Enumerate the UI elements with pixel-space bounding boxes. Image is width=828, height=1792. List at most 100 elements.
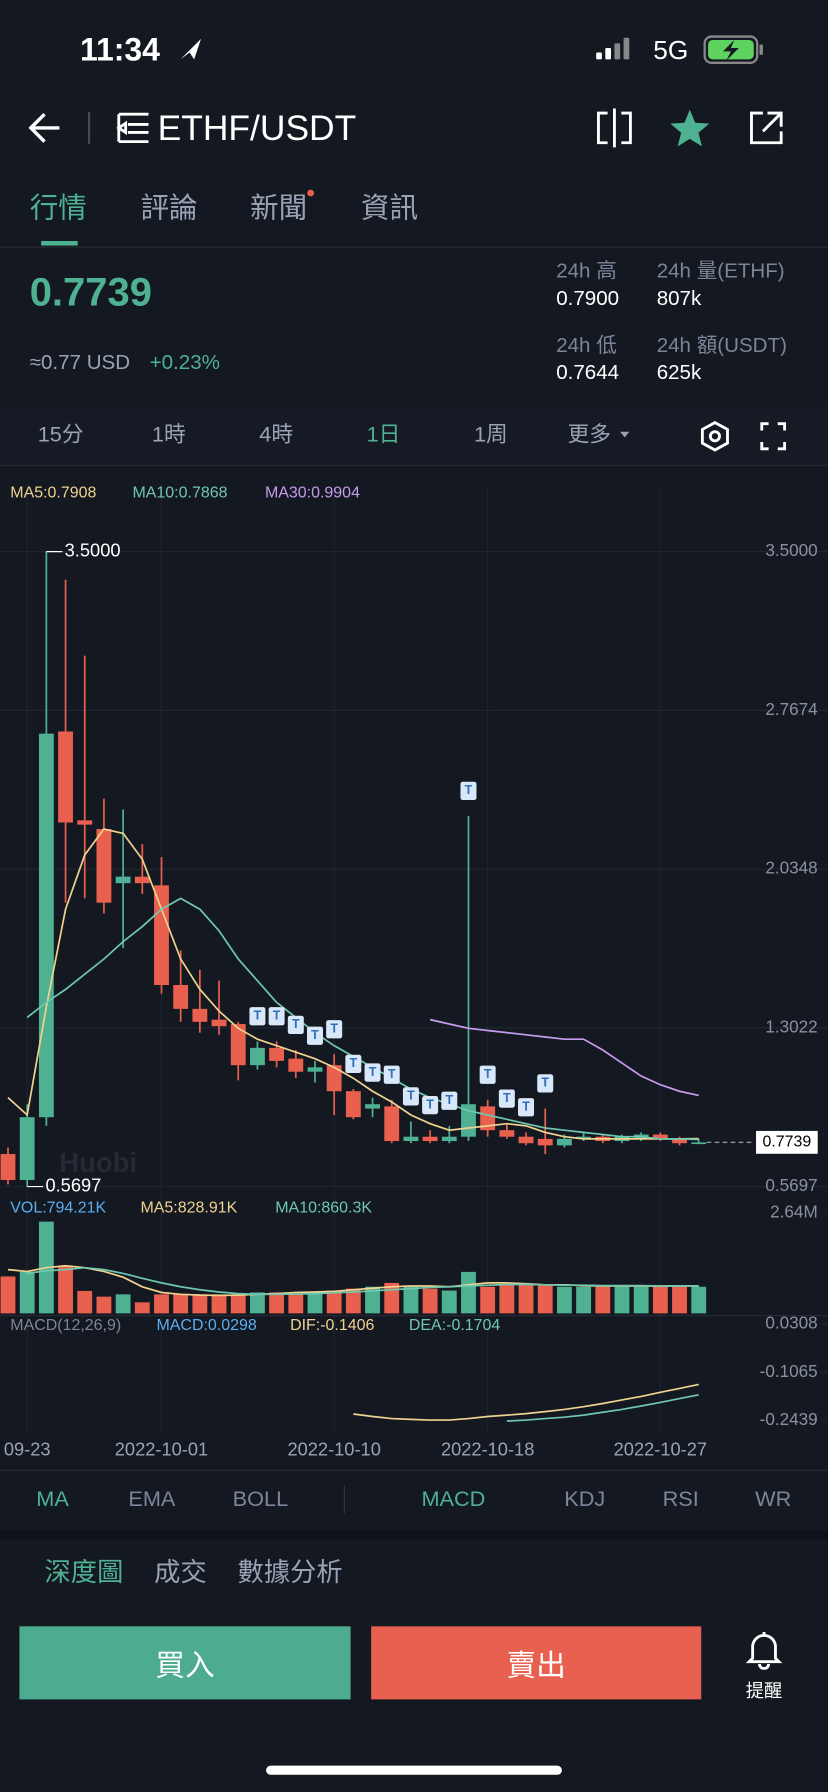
trade-marker-label: T — [522, 1100, 530, 1114]
candle-body — [269, 1047, 285, 1061]
volume-bar — [211, 1294, 227, 1314]
volume-bar — [537, 1284, 553, 1314]
indicator-tab[interactable]: KDJ — [564, 1487, 606, 1512]
timeframe[interactable]: 4時 — [259, 423, 294, 448]
macd-line — [506, 1393, 699, 1422]
timeframe[interactable]: 1時 — [151, 423, 186, 448]
trade-marker-label: T — [350, 1056, 358, 1070]
candle-body — [403, 1136, 419, 1142]
volume-bar — [77, 1290, 93, 1314]
indicator-tab[interactable]: BOLL — [232, 1487, 289, 1512]
y-tick-label: 2.64M — [770, 1201, 818, 1221]
bottom-tab[interactable]: 深度圖 — [44, 1557, 124, 1587]
divider — [0, 1469, 828, 1471]
pair-title: ETHF/USDT — [157, 107, 357, 148]
indicator-tab[interactable]: MACD — [421, 1487, 486, 1512]
favorite-star[interactable] — [670, 109, 710, 147]
volume-bar — [633, 1286, 649, 1314]
last-price: 0.7739 — [29, 270, 152, 315]
settings-button[interactable] — [700, 420, 729, 452]
tab[interactable]: 評論 — [140, 192, 198, 225]
trade-marker-label: T — [388, 1067, 396, 1081]
trade-marker — [306, 1026, 323, 1045]
trade-marker-label: T — [330, 1022, 338, 1036]
timeframe[interactable]: 1周 — [473, 423, 508, 448]
indicator-tab[interactable]: WR — [755, 1487, 792, 1512]
last-price-label: 0.7739 — [762, 1134, 811, 1151]
legend-entry: MA5:828.91K — [140, 1200, 237, 1217]
tab[interactable]: 新聞 — [250, 192, 308, 225]
sell-button[interactable]: 賣出 — [371, 1626, 702, 1700]
candle-body — [384, 1106, 400, 1142]
volume-bar — [192, 1294, 208, 1314]
tab[interactable]: 資訊 — [360, 192, 419, 225]
timeframe[interactable]: 15分 — [37, 423, 84, 448]
indicator-tab[interactable]: MA — [36, 1487, 69, 1512]
candle-body — [691, 1142, 707, 1145]
status-network: 5G — [653, 34, 689, 65]
bottom-tab[interactable]: 成交 — [154, 1557, 207, 1587]
volume-bar — [422, 1288, 438, 1314]
trade-marker — [268, 1007, 285, 1026]
alert-icon[interactable] — [745, 1629, 784, 1670]
y-tick-label: 2.0348 — [765, 858, 817, 878]
trade-marker-label: T — [465, 783, 473, 797]
volume-bar — [173, 1294, 189, 1314]
trade-marker-label: T — [484, 1067, 492, 1081]
trade-marker — [326, 1020, 343, 1039]
trade-marker — [287, 1015, 304, 1035]
buy-button[interactable]: 買入 — [19, 1626, 351, 1700]
fullscreen-button[interactable] — [760, 422, 787, 451]
volume-bar — [249, 1292, 265, 1314]
volume-bar — [0, 1276, 16, 1314]
volume-bar — [441, 1290, 457, 1314]
x-tick-label: 09-23 — [4, 1438, 51, 1459]
volume-bar — [672, 1286, 687, 1314]
volume-bar — [230, 1294, 246, 1314]
legend-entry: DIF:-0.1406 — [290, 1317, 374, 1334]
trade-marker-label: T — [407, 1089, 415, 1103]
price-change: +0.23% — [149, 350, 220, 374]
share-button[interactable] — [750, 111, 783, 145]
candle-body — [0, 1154, 16, 1181]
compare-button[interactable] — [597, 108, 632, 148]
candle-body — [249, 1047, 265, 1066]
alert-label[interactable]: 提醒 — [745, 1682, 783, 1702]
tab[interactable]: 行情 — [29, 192, 87, 225]
news-dot — [307, 189, 315, 197]
y-tick-label: 0.0308 — [765, 1313, 817, 1333]
candle-body — [576, 1136, 592, 1139]
trade-marker — [479, 1065, 496, 1084]
candle-body — [345, 1091, 361, 1118]
bottom-tab[interactable]: 數據分析 — [237, 1557, 343, 1587]
buy-label: 買入 — [155, 1647, 215, 1682]
y-tick-label: -0.2439 — [760, 1409, 818, 1429]
volume-bar — [595, 1286, 611, 1314]
trade-marker-label: T — [503, 1091, 511, 1105]
back-button[interactable] — [28, 112, 60, 143]
indicator-tab[interactable]: RSI — [662, 1487, 699, 1512]
trade-marker — [383, 1065, 400, 1084]
volume-bar — [518, 1284, 534, 1314]
timeframe[interactable]: 更多 — [567, 423, 612, 448]
candle-body — [211, 1019, 227, 1027]
tab-underline — [41, 240, 78, 246]
candle-body — [192, 1008, 208, 1022]
panel-subtitle: MACD:0.0298 — [156, 1317, 256, 1334]
ma-line — [26, 897, 699, 1141]
x-tick-label: 2022-10-01 — [115, 1438, 208, 1459]
trade-marker — [441, 1091, 458, 1110]
x-tick-label: 2022-10-10 — [287, 1438, 380, 1459]
candle-body — [134, 876, 150, 884]
volume-bar — [58, 1266, 73, 1314]
indicator-tab[interactable]: EMA — [128, 1487, 176, 1512]
volume-bar — [345, 1288, 361, 1314]
timeframe[interactable]: 1日 — [366, 423, 401, 448]
volume-bar — [576, 1286, 592, 1314]
y-tick-label: 2.7674 — [765, 699, 818, 719]
y-tick-label: 1.3022 — [765, 1016, 817, 1036]
volume-bar — [288, 1292, 304, 1314]
kline-chart: 09-23 2022-10-01 2022-10-10 2022-10-18 2022-… — [0, 485, 828, 1459]
trade-marker — [460, 781, 477, 801]
